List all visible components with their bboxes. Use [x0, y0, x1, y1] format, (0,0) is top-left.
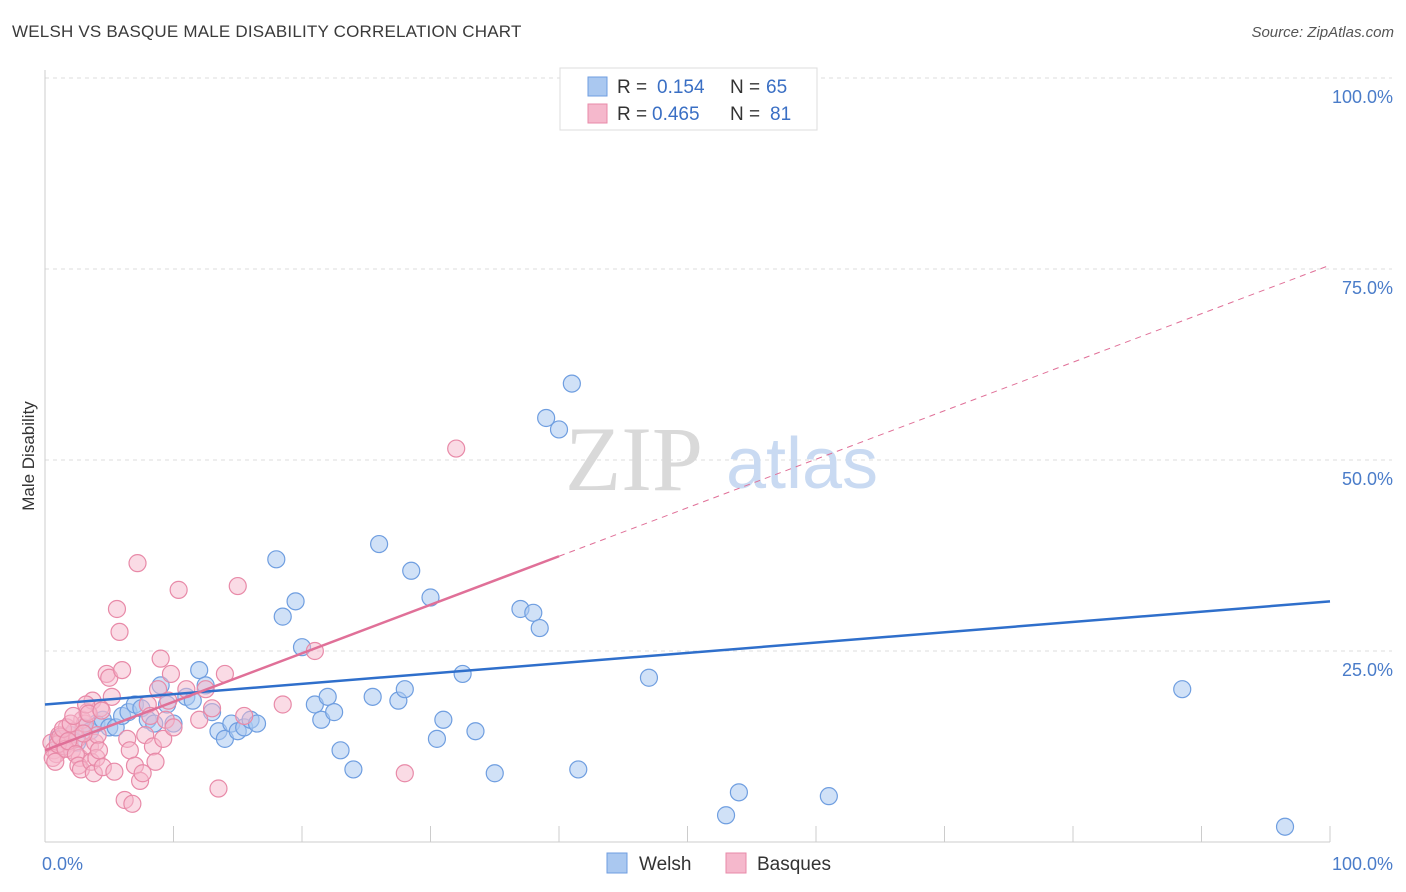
x-tick-label-1: 100.0%	[1332, 854, 1393, 874]
legend-welsh-n-value: 65	[766, 77, 787, 98]
welsh-point-62	[819, 787, 838, 806]
y-tick-label-0: 25.0%	[1342, 660, 1393, 680]
basque-point-66	[161, 664, 181, 684]
y-tick-label-3: 100.0%	[1332, 87, 1393, 107]
basque-point-79	[395, 764, 414, 783]
bottom-legend-welsh-swatch	[606, 852, 628, 874]
welsh-point-21	[190, 660, 209, 680]
basque-point-73	[209, 779, 228, 798]
welsh-point-58	[569, 760, 588, 779]
basque-point-43	[102, 687, 121, 706]
welsh-point-38	[325, 703, 344, 722]
welsh-point-39	[331, 741, 350, 760]
welsh-point-31	[267, 550, 286, 569]
legend-welsh-r-value: 0.154	[657, 77, 705, 98]
y-tick-label-1: 50.0%	[1342, 469, 1393, 489]
basque-point-47	[112, 660, 132, 680]
trend-lines	[44, 264, 1331, 752]
basque-point-63	[154, 729, 173, 748]
welsh-point-55	[537, 408, 556, 428]
welsh-point-60	[716, 806, 736, 825]
basque-trend-extension	[558, 264, 1331, 557]
basque-point-62	[151, 649, 170, 668]
welsh-point-64	[1275, 817, 1295, 836]
basque-point-68	[169, 580, 188, 599]
basque-point-39	[92, 701, 111, 720]
welsh-point-48	[434, 710, 453, 729]
welsh-point-33	[286, 592, 305, 611]
bottom-legend-welsh-label: Welsh	[639, 854, 691, 875]
top-legend: R = 0.154 N = 65 R = 0.465 N = 81	[559, 67, 818, 131]
basque-point-45	[107, 599, 127, 619]
basque-point-67	[164, 718, 183, 737]
bottom-legend-basques-swatch	[725, 852, 747, 874]
basque-trend-line	[44, 555, 560, 752]
welsh-point-40	[344, 760, 363, 779]
legend-welsh-n-label: N =	[730, 77, 760, 98]
basque-point-80	[447, 439, 466, 458]
welsh-point-56	[549, 420, 569, 439]
welsh-point-54	[530, 618, 549, 638]
legend-basque-swatch	[587, 103, 608, 124]
welsh-point-47	[427, 729, 447, 748]
basque-point-50	[120, 741, 139, 760]
welsh-point-41	[363, 687, 382, 706]
watermark-atlas: atlas	[726, 424, 878, 504]
legend-basque-n-value: 81	[770, 104, 791, 125]
basque-point-44	[105, 762, 124, 781]
tick-labels: 25.0% 50.0% 75.0% 100.0% 0.0% 100.0%	[42, 87, 1393, 874]
watermark-zip: ZIP	[565, 408, 703, 510]
basque-point-21	[46, 752, 65, 771]
basque-point-38	[89, 741, 109, 760]
legend-basque-n-label: N =	[730, 104, 760, 125]
welsh-point-51	[485, 764, 504, 783]
y-axis-label: Male Disability	[19, 401, 38, 511]
axes	[44, 70, 1331, 843]
welsh-point-50	[466, 722, 485, 741]
welsh-point-45	[402, 561, 421, 580]
welsh-point-63	[1173, 680, 1192, 699]
watermark: ZIP atlas	[565, 408, 878, 510]
welsh-point-49	[453, 664, 472, 684]
welsh-point-61	[729, 783, 749, 802]
legend-welsh-r-label: R =	[617, 77, 647, 98]
legend-basque-r-label: R =	[617, 104, 647, 125]
y-tick-label-2: 75.0%	[1342, 278, 1393, 298]
basque-point-51	[123, 794, 142, 813]
bottom-legend-basques-label: Basques	[757, 854, 831, 875]
x-tick-label-0: 0.0%	[42, 854, 83, 874]
basque-point-72	[202, 699, 222, 718]
welsh-point-32	[273, 607, 292, 626]
welsh-point-37	[318, 687, 337, 706]
basque-point-75	[228, 576, 247, 596]
basque-point-55	[133, 764, 152, 783]
welsh-point-57	[562, 374, 581, 393]
welsh-point-53	[524, 603, 543, 622]
gridlines	[45, 77, 1392, 652]
bottom-legend: Welsh Basques	[606, 852, 831, 875]
legend-welsh-swatch	[587, 76, 608, 97]
welsh-point-59	[639, 668, 659, 687]
basque-point-60	[146, 752, 165, 771]
basque-point-76	[235, 706, 254, 726]
basque-point-77	[273, 695, 292, 714]
welsh-trend-line	[44, 600, 1331, 706]
welsh-point-44	[395, 680, 414, 699]
legend-basque-r-value: 0.465	[652, 104, 700, 125]
basque-point-46	[110, 622, 129, 642]
basque-points	[42, 439, 466, 813]
basque-point-53	[128, 554, 147, 573]
welsh-point-42	[370, 534, 389, 554]
basque-point-61	[148, 680, 168, 699]
basque-point-70	[190, 710, 209, 729]
chart-source: Source: ZipAtlas.com	[1251, 24, 1394, 41]
chart-title: WELSH VS BASQUE MALE DISABILITY CORRELAT…	[12, 22, 522, 41]
